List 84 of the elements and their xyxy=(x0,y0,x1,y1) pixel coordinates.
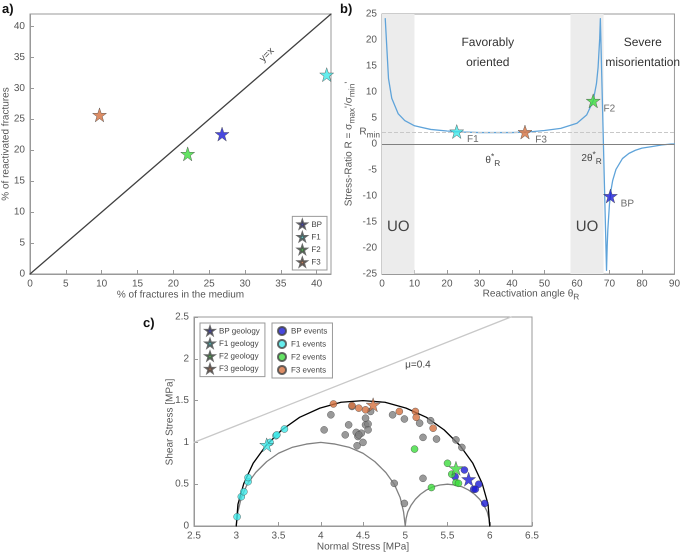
y-tick-label: -25 xyxy=(362,268,378,280)
x-axis-title: Normal Stress [MPa] xyxy=(316,542,410,552)
annotation: μ=0.4 xyxy=(405,359,431,370)
y-tick-label: 0.5 xyxy=(175,478,190,490)
x-tick-label: 5 xyxy=(402,530,408,542)
y-tick-label: 25 xyxy=(366,8,378,20)
y-tick-label: -10 xyxy=(362,190,378,202)
legend-label: F2 events xyxy=(291,352,326,362)
legend-label: F1 events xyxy=(291,340,326,348)
x-tick-label: 5.5 xyxy=(440,530,455,542)
y-tick-label: 15 xyxy=(366,60,378,72)
band-label: UO xyxy=(576,218,598,235)
y-tick-label: 30 xyxy=(14,82,26,94)
legend-label: F3 events xyxy=(291,366,326,374)
y-axis-title: Shear Stress [MPa] xyxy=(164,378,176,465)
x-axis-title: % of fractures in the medium xyxy=(116,290,244,300)
x-tick-label: 20 xyxy=(168,278,180,290)
x-tick-label: 80 xyxy=(636,278,648,290)
x-tick-label: 90 xyxy=(668,278,680,290)
x-tick-label: 3.5 xyxy=(272,530,286,542)
series-label: BP xyxy=(620,198,634,210)
legend-label: F1 xyxy=(311,232,322,242)
x-tick-label: 35 xyxy=(275,278,287,290)
x-tick-label: 4.5 xyxy=(356,530,370,542)
chart-title: a) xyxy=(2,1,14,16)
y-tick-label: 0 xyxy=(19,268,26,280)
x-tick-label: 60 xyxy=(571,278,583,290)
x-tick-label: 6 xyxy=(486,530,493,542)
x-tick-label: 3 xyxy=(233,530,240,542)
y-tick-label: 2.5 xyxy=(175,312,190,322)
x-tick-label: 25 xyxy=(204,278,216,290)
annotation: Severe misorientation xyxy=(604,34,682,71)
y-tick-label: 1 xyxy=(183,436,190,448)
y-tick-label: 10 xyxy=(366,86,378,98)
y-tick-label: -15 xyxy=(362,216,378,228)
y-tick-label: 15 xyxy=(14,176,26,187)
x-tick-label: 5 xyxy=(63,278,70,290)
x-tick-label: 6.5 xyxy=(525,530,540,542)
x-tick-label: 0 xyxy=(27,278,34,290)
chart-title: c) xyxy=(143,315,155,330)
band-label: UO xyxy=(386,218,410,235)
x-axis-title: Reactivation angle θ$_{R}$ xyxy=(482,288,580,302)
x-tick-label: 0 xyxy=(379,278,386,290)
chart-title: b) xyxy=(340,1,352,16)
x-tick-label: 4 xyxy=(318,530,324,542)
y-tick-label: 35 xyxy=(14,52,26,63)
x-tick-label: 70 xyxy=(604,278,616,290)
legend-label: F2 geology xyxy=(219,352,259,361)
y-tick-label: 40 xyxy=(14,20,26,32)
legend-label: F2 xyxy=(311,245,322,254)
legend-label: F3 geology xyxy=(219,364,259,374)
y-tick-label: -20 xyxy=(362,242,378,254)
x-tick-label: 15 xyxy=(132,278,144,290)
y-tick-label: 5 xyxy=(19,238,26,249)
annotation: y=x xyxy=(257,45,276,64)
x-tick-label: 30 xyxy=(474,278,486,290)
x-tick-label: 20 xyxy=(441,278,453,290)
annotation: Favorably oriented xyxy=(460,34,516,71)
legend-label: F3 xyxy=(311,258,322,267)
x-tick-label: 40 xyxy=(311,278,323,290)
legend-label: BP geology xyxy=(219,326,260,336)
y-tick-label: 20 xyxy=(366,34,378,46)
x-tick-label: 10 xyxy=(408,278,420,290)
x-tick-label: 10 xyxy=(96,278,108,290)
ref-line-label: R$_{min}$ xyxy=(359,126,380,140)
series-label: F2 xyxy=(603,103,616,114)
legend-label: BP xyxy=(311,220,322,229)
y-tick-label: 0 xyxy=(183,520,190,532)
y-tick-label: -5 xyxy=(368,164,378,176)
y-tick-label: 10 xyxy=(14,206,26,218)
y-tick-label: 5 xyxy=(371,112,378,124)
series-label: F1 xyxy=(466,134,480,146)
legend-label: F1 geology xyxy=(219,338,259,348)
x-tick-label: 30 xyxy=(239,278,251,290)
legend-label: BP events xyxy=(291,326,328,336)
x-tick-label: 40 xyxy=(506,278,518,290)
y-axis-title: % of reactivated fractures xyxy=(0,87,12,201)
y-tick-label: 1.5 xyxy=(175,395,190,406)
x-tick-label: 50 xyxy=(538,278,550,290)
series-label: F3 xyxy=(535,134,548,146)
y-tick-label: 25 xyxy=(14,114,26,125)
y-tick-label: 20 xyxy=(14,144,26,156)
y-tick-label: 0 xyxy=(371,138,378,150)
y-tick-label: 2 xyxy=(183,353,190,364)
